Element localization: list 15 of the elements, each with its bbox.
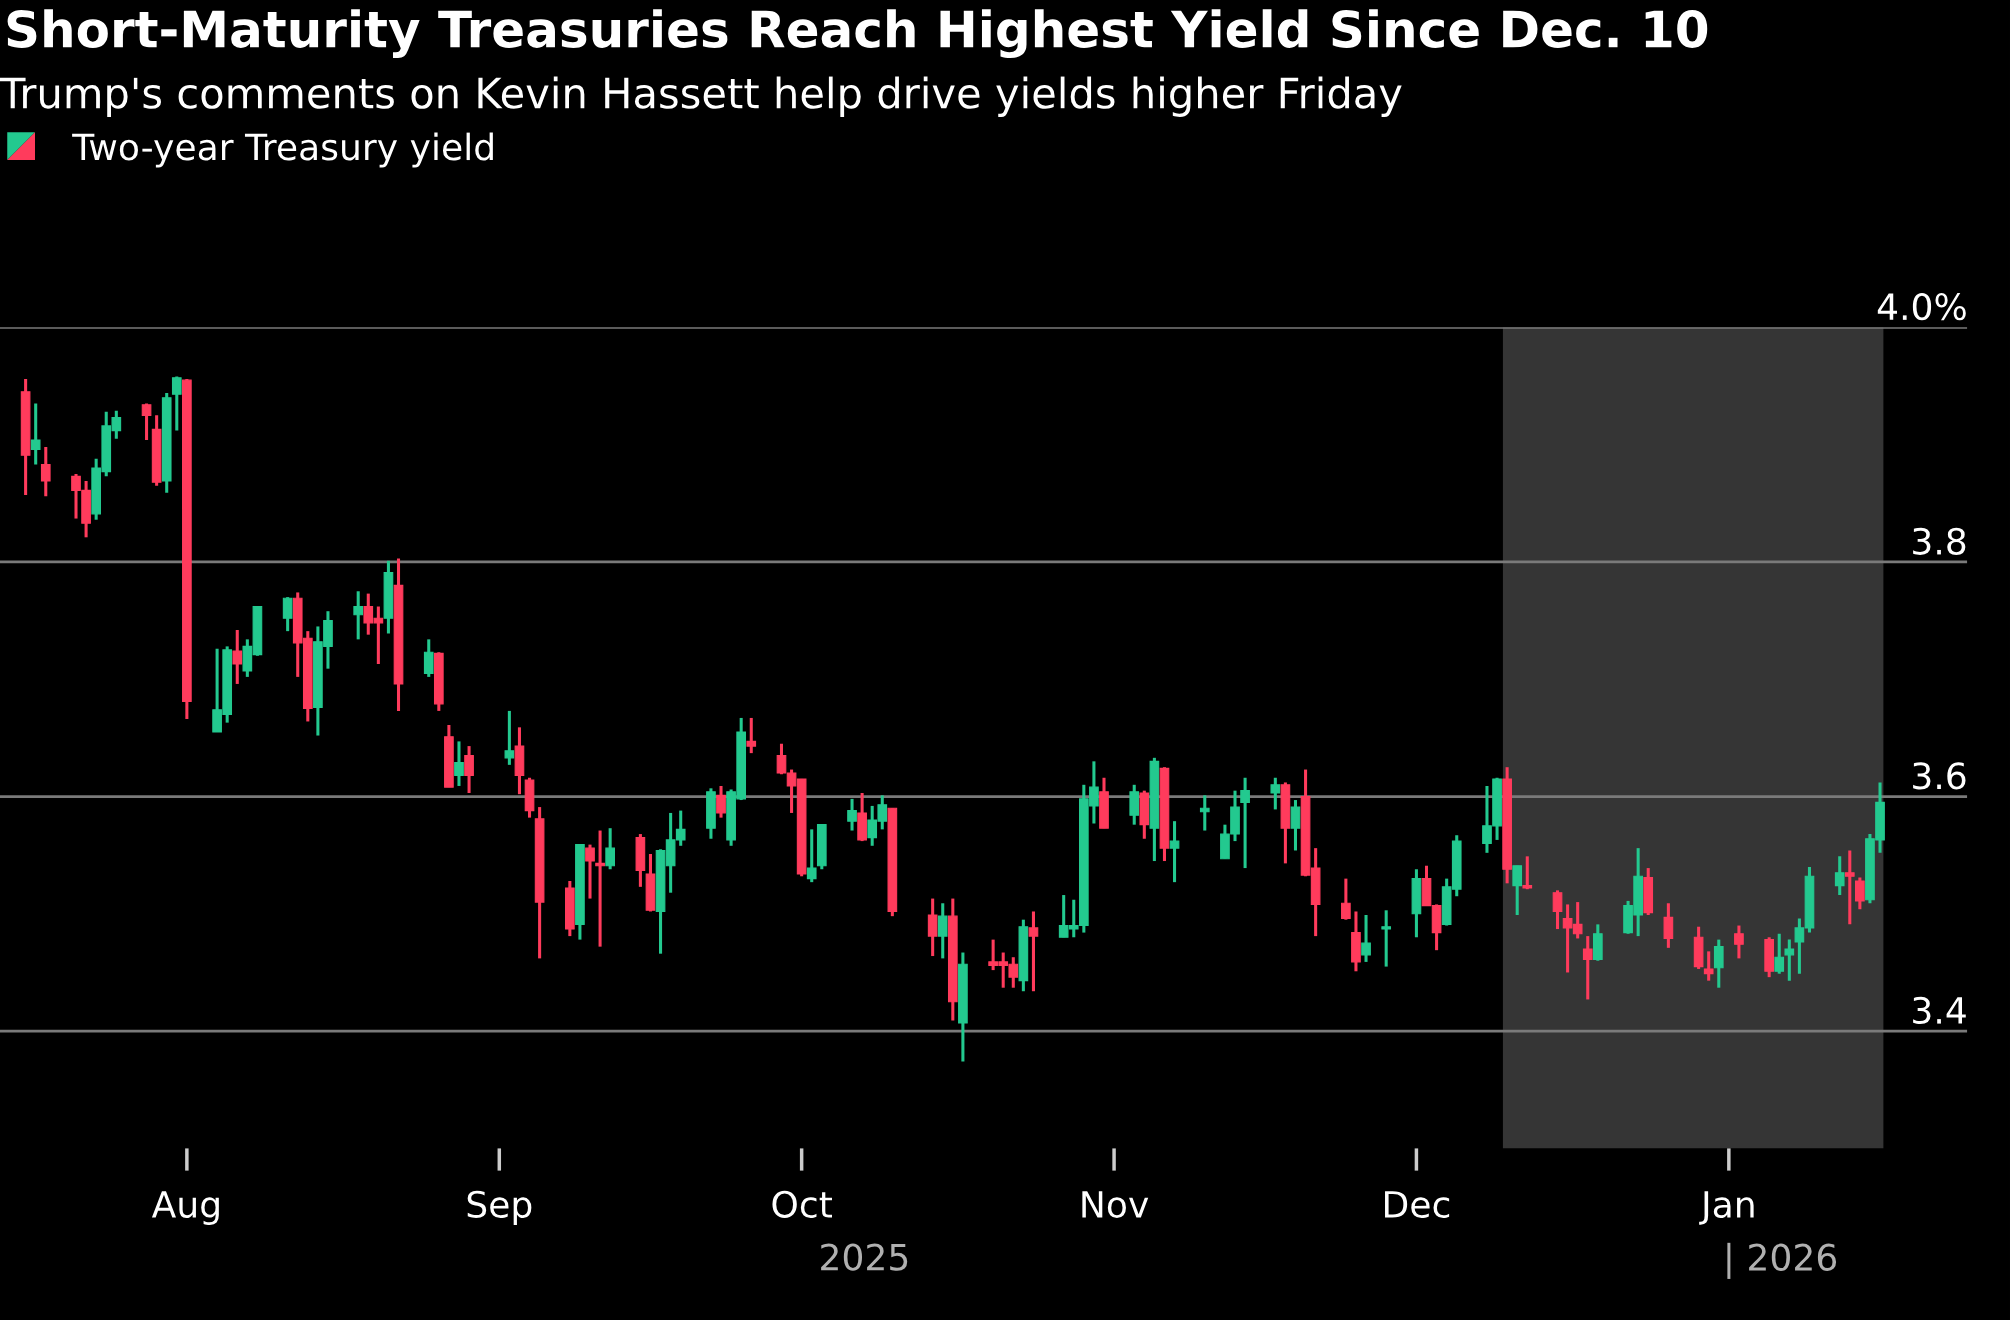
x-tick-label: Dec	[1385, 1191, 1450, 1219]
legend-label: Two-year Treasury yield	[72, 132, 493, 168]
text: | 2026	[1727, 1242, 1837, 1279]
x-tick-label: Jan	[1699, 1191, 1754, 1225]
y-tick-label: 3.4	[1913, 996, 1966, 1025]
text: 2025	[821, 1243, 908, 1271]
y-tick-label: 3.6	[1913, 762, 1966, 790]
y-tick-label: 4.0%	[1877, 293, 1966, 321]
y-tick-label: 3.8	[1913, 527, 1966, 555]
x-tick-label: Nov	[1082, 1191, 1149, 1219]
chart-title: Short-Maturity Treasuries Reach Highest Yield Since Dec. 10	[7, 9, 1708, 59]
chart-subtitle: Trump's comments on Kevin Hassett help drive yields higher Friday	[0, 76, 1402, 117]
x-tick-label: Sep	[467, 1190, 532, 1226]
x-tick-label: Aug	[151, 1191, 219, 1226]
x-tick-label: Oct	[772, 1190, 832, 1219]
